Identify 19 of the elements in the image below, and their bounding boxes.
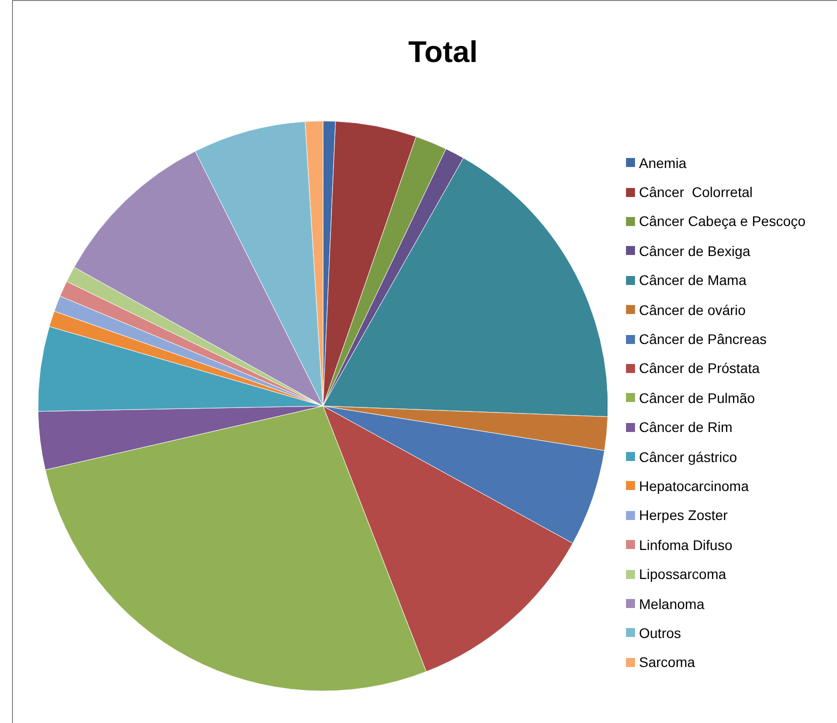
legend-label: Linfoma Difuso bbox=[639, 536, 732, 553]
legend-label: Anemia bbox=[639, 154, 686, 171]
chart-title: Total bbox=[407, 36, 479, 70]
legend-label: Câncer Cabeça e Pescoço bbox=[639, 213, 806, 230]
legend-label: Câncer Colorretal bbox=[639, 184, 753, 200]
legend-label: Câncer de ovário bbox=[639, 302, 746, 318]
legend-label: Melanoma bbox=[639, 596, 704, 612]
legend-label: Câncer de Próstata bbox=[639, 360, 760, 376]
legend-label: Câncer de Mama bbox=[639, 272, 746, 288]
legend-label: Câncer de Rim bbox=[639, 419, 732, 436]
legend-label: Lipossarcoma bbox=[639, 566, 726, 582]
legend-label: Sarcoma bbox=[639, 654, 696, 670]
legend-label: Câncer de Pulmão bbox=[639, 390, 755, 406]
legend-label: Outros bbox=[639, 624, 682, 641]
legend-label: Câncer de Bexiga bbox=[639, 242, 750, 259]
legend-label: Câncer gástrico bbox=[639, 448, 738, 465]
legend-label: Hepatocarcinoma bbox=[639, 478, 749, 494]
legend-label: Câncer de Pâncreas bbox=[639, 331, 767, 348]
legend-label: Herpes Zoster bbox=[639, 507, 728, 524]
